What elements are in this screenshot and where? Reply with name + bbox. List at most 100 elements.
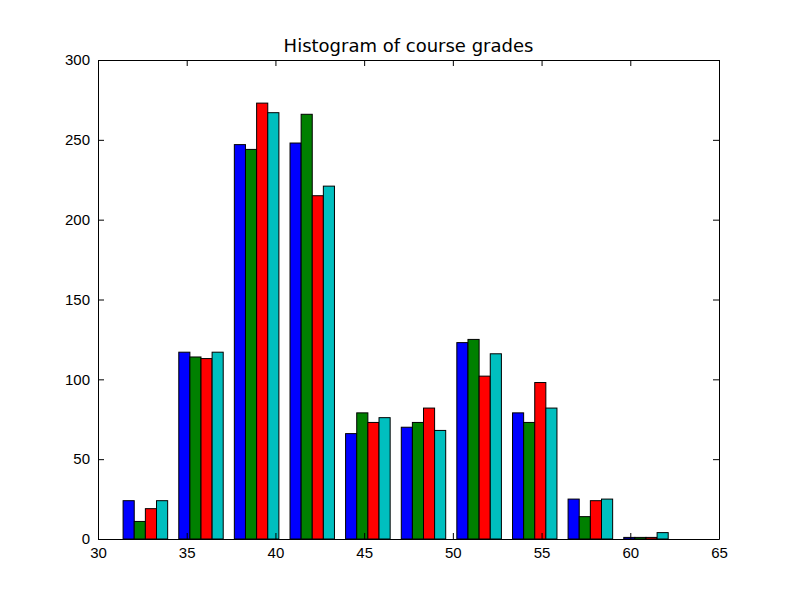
bar bbox=[290, 143, 301, 539]
bar bbox=[312, 196, 323, 539]
bar bbox=[357, 413, 368, 539]
tick-label: 45 bbox=[356, 544, 373, 561]
tick bbox=[713, 220, 719, 221]
tick-mark bbox=[98, 60, 99, 66]
tick-label: 200 bbox=[65, 211, 90, 228]
bar bbox=[368, 422, 379, 539]
tick: 45 bbox=[356, 533, 373, 561]
bar bbox=[468, 339, 479, 539]
axis-line bbox=[99, 60, 720, 61]
bar bbox=[346, 434, 357, 539]
tick: 250 bbox=[65, 131, 104, 148]
tick: 300 bbox=[65, 51, 104, 68]
tick-label: 50 bbox=[445, 544, 462, 561]
plot-background bbox=[98, 60, 719, 539]
bar bbox=[412, 422, 423, 539]
tick-mark bbox=[542, 533, 543, 539]
tick-label: 35 bbox=[179, 544, 196, 561]
bar bbox=[524, 422, 535, 539]
y-axis-right bbox=[713, 61, 720, 540]
tick bbox=[713, 60, 719, 61]
tick-label: 0 bbox=[82, 530, 90, 547]
bar bbox=[201, 359, 212, 539]
tick-mark bbox=[713, 300, 719, 301]
tick-label: 40 bbox=[268, 544, 285, 561]
bar bbox=[546, 408, 557, 539]
tick-label: 150 bbox=[65, 291, 90, 308]
bar bbox=[657, 533, 668, 539]
x-axis-top bbox=[99, 60, 720, 66]
tick-mark bbox=[713, 539, 719, 540]
x-axis: 3035404550556065 bbox=[90, 533, 728, 561]
tick-label: 100 bbox=[65, 371, 90, 388]
tick bbox=[713, 300, 719, 301]
tick: 100 bbox=[65, 371, 104, 388]
series bbox=[157, 113, 669, 539]
bar bbox=[234, 145, 245, 539]
bar bbox=[646, 537, 657, 539]
tick-mark bbox=[187, 60, 188, 66]
bar bbox=[423, 408, 434, 539]
bar bbox=[579, 517, 590, 539]
tick: 50 bbox=[73, 450, 104, 467]
bar bbox=[435, 430, 446, 539]
tick bbox=[364, 60, 365, 66]
bar bbox=[590, 501, 601, 539]
tick-label: 250 bbox=[65, 131, 90, 148]
tick-mark bbox=[364, 533, 365, 539]
bar bbox=[179, 352, 190, 539]
tick bbox=[275, 60, 276, 66]
tick-mark bbox=[713, 60, 719, 61]
bar bbox=[513, 413, 524, 539]
bar bbox=[257, 103, 268, 539]
tick bbox=[187, 60, 188, 66]
y-axis: 0 50 100 150 200 250 300 bbox=[65, 51, 104, 547]
tick-mark bbox=[542, 60, 543, 66]
tick-mark bbox=[98, 379, 104, 380]
bar bbox=[490, 354, 501, 539]
tick-label: 55 bbox=[534, 544, 551, 561]
tick-mark bbox=[453, 60, 454, 66]
bar bbox=[401, 427, 412, 539]
tick-label: 65 bbox=[711, 544, 728, 561]
bar bbox=[535, 383, 546, 539]
bar bbox=[212, 352, 223, 539]
chart: 3035404550556065050100150200250300Histog… bbox=[0, 0, 800, 600]
bar bbox=[134, 521, 145, 539]
bar bbox=[145, 509, 156, 539]
bar bbox=[323, 186, 334, 539]
bar bbox=[190, 357, 201, 539]
bar bbox=[624, 537, 635, 539]
tick-mark bbox=[713, 379, 719, 380]
bar bbox=[245, 149, 256, 539]
tick-mark bbox=[275, 533, 276, 539]
tick: 35 bbox=[179, 533, 196, 561]
tick-mark bbox=[453, 533, 454, 539]
bar bbox=[568, 499, 579, 539]
tick: 40 bbox=[268, 533, 285, 561]
tick-mark bbox=[275, 60, 276, 66]
bar bbox=[635, 537, 646, 539]
bar bbox=[602, 499, 613, 539]
series bbox=[123, 143, 635, 539]
bar bbox=[123, 501, 134, 539]
bar bbox=[157, 501, 168, 539]
tick: 0 bbox=[82, 530, 104, 547]
tick-label: 300 bbox=[65, 51, 90, 68]
series bbox=[145, 103, 657, 539]
axis-line bbox=[99, 539, 720, 540]
tick bbox=[630, 60, 631, 66]
tick: 60 bbox=[622, 533, 639, 561]
bar bbox=[301, 114, 312, 539]
tick-label: 60 bbox=[622, 544, 639, 561]
tick-mark bbox=[98, 220, 104, 221]
tick bbox=[713, 140, 719, 141]
tick-mark bbox=[98, 459, 104, 460]
series bbox=[134, 114, 646, 539]
tick-mark bbox=[187, 533, 188, 539]
tick-mark bbox=[713, 459, 719, 460]
tick bbox=[713, 539, 719, 540]
tick-mark bbox=[713, 220, 719, 221]
tick-mark bbox=[98, 140, 104, 141]
bar bbox=[268, 113, 279, 539]
